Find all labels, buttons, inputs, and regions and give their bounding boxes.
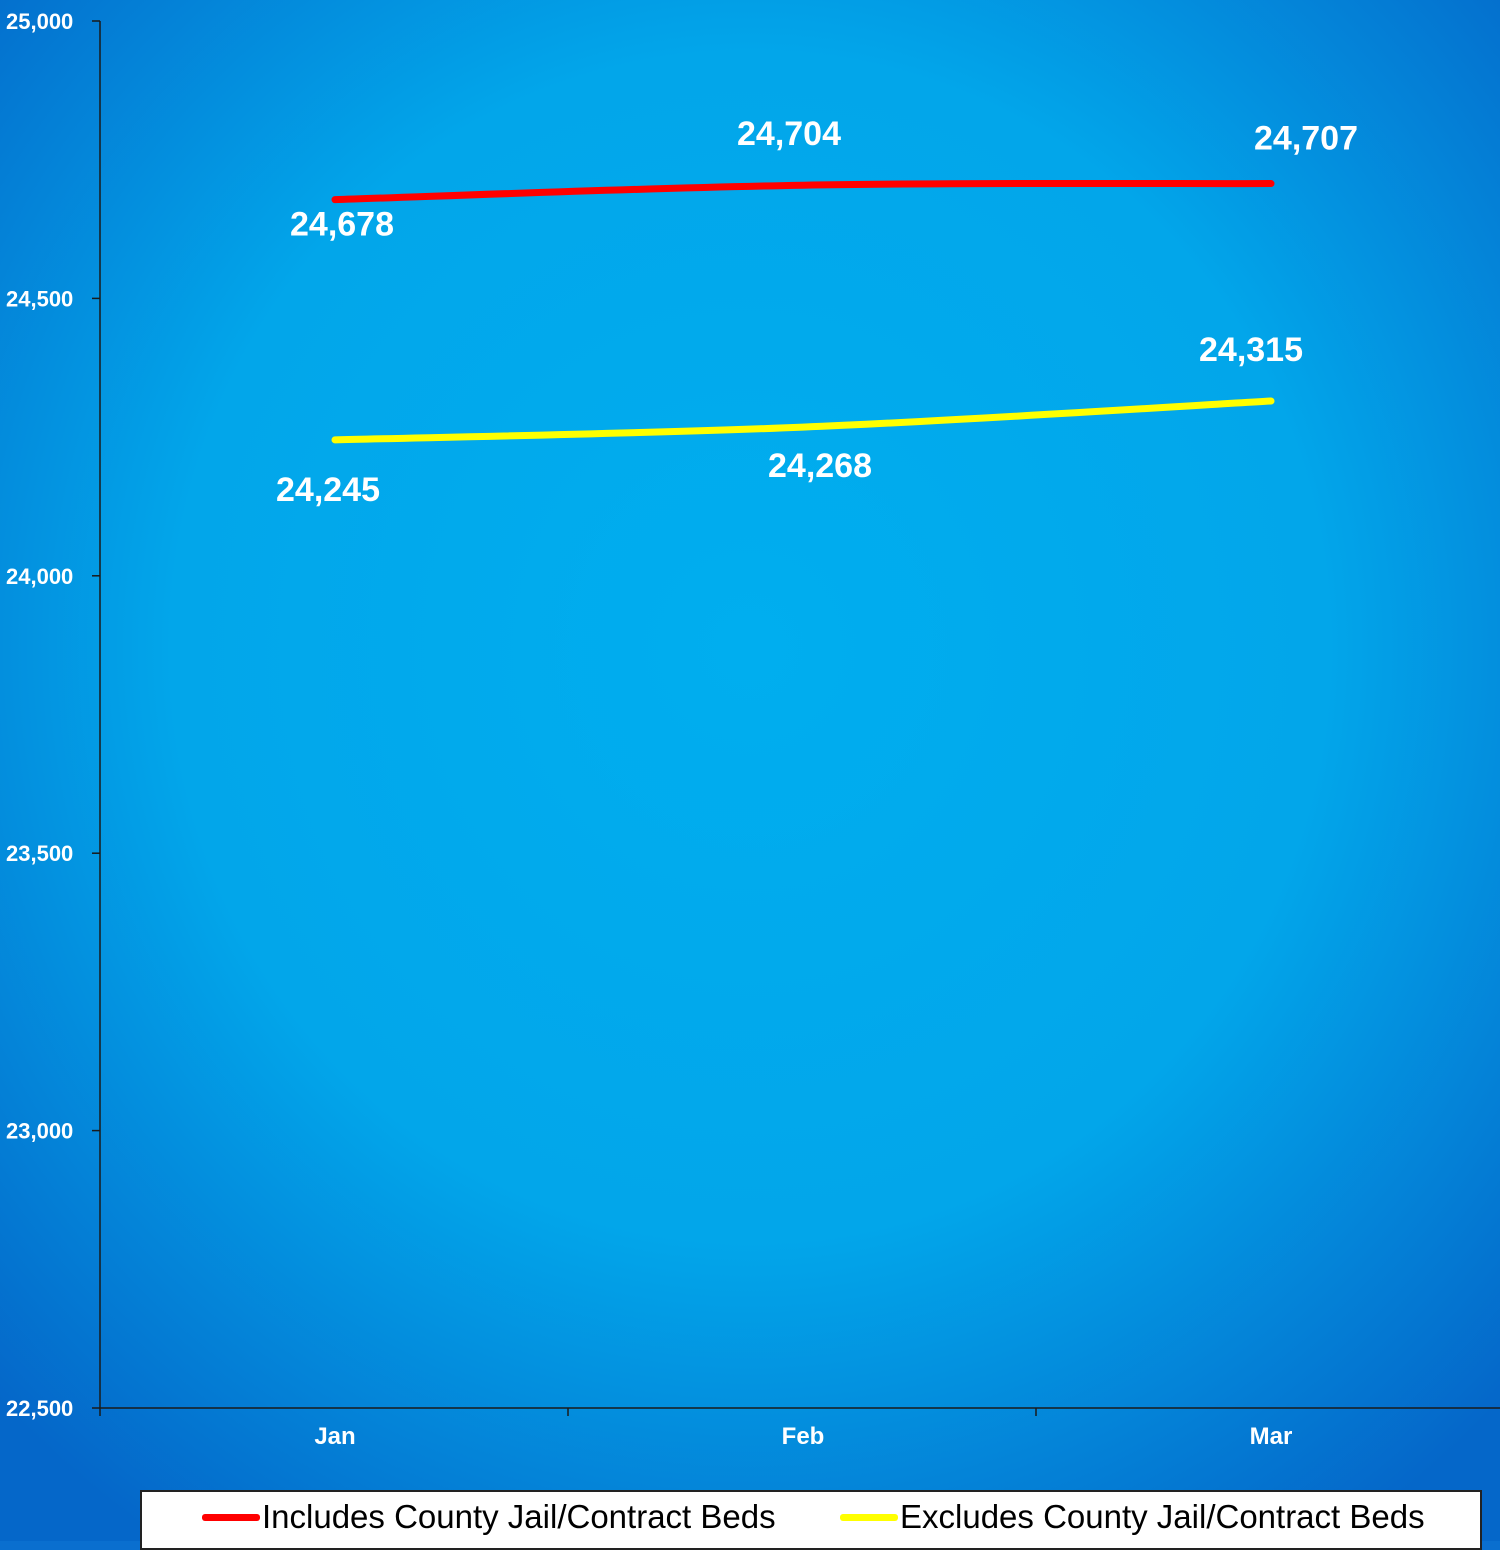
legend-item-includes: Includes County Jail/Contract Beds: [202, 1498, 776, 1536]
axes: 22,500 23,000 23,500 24,000 24,500 25,000 Jan F…: [6, 9, 1500, 1450]
series-line-includes: [331, 179, 1275, 204]
data-label: 24,704: [737, 115, 841, 153]
data-label: 24,678: [290, 206, 394, 244]
series-line-excludes: [331, 397, 1275, 444]
series-lines: [331, 179, 1275, 444]
legend-label-includes: Includes County Jail/Contract Beds: [262, 1498, 776, 1535]
x-tick-label: Mar: [1250, 1423, 1293, 1450]
legend-swatch-includes: [202, 1513, 260, 1521]
y-tick-label: 24,000: [6, 564, 73, 589]
x-tick-label: Jan: [314, 1423, 355, 1450]
x-tick-label: Feb: [782, 1423, 825, 1450]
y-tick-label: 23,000: [6, 1119, 73, 1144]
chart-legend: Includes County Jail/Contract Beds Exclu…: [140, 1490, 1482, 1550]
data-label: 24,245: [276, 471, 380, 509]
y-tick-label: 23,500: [6, 841, 73, 866]
legend-item-excludes: Excludes County Jail/Contract Beds: [840, 1498, 1425, 1536]
y-tick-label: 25,000: [6, 9, 73, 34]
data-labels: 24,678 24,704 24,707 24,245 24,268 24,315: [276, 115, 1358, 509]
data-label: 24,315: [1199, 331, 1303, 369]
legend-swatch-excludes: [840, 1513, 898, 1521]
legend-label-excludes: Excludes County Jail/Contract Beds: [900, 1498, 1425, 1535]
y-tick-label: 22,500: [6, 1396, 73, 1421]
data-label: 24,268: [768, 447, 872, 485]
y-tick-label: 24,500: [6, 286, 73, 311]
data-label: 24,707: [1254, 120, 1358, 158]
